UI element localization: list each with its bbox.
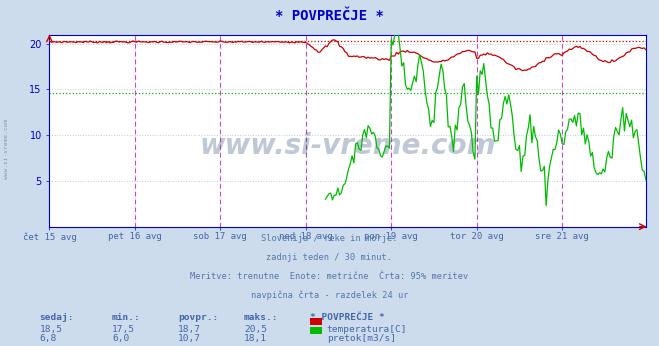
Text: 6,8: 6,8 — [40, 334, 57, 343]
Text: 18,1: 18,1 — [244, 334, 267, 343]
Text: 17,5: 17,5 — [112, 325, 135, 334]
Text: 10,7: 10,7 — [178, 334, 201, 343]
Text: navpična črta - razdelek 24 ur: navpična črta - razdelek 24 ur — [251, 291, 408, 300]
Text: * POVPREČJE *: * POVPREČJE * — [275, 9, 384, 22]
Text: pretok[m3/s]: pretok[m3/s] — [327, 334, 396, 343]
Text: Slovenija / reke in morje.: Slovenija / reke in morje. — [261, 234, 398, 243]
Text: maks.:: maks.: — [244, 313, 278, 322]
Text: 20,5: 20,5 — [244, 325, 267, 334]
Text: Meritve: trenutne  Enote: metrične  Črta: 95% meritev: Meritve: trenutne Enote: metrične Črta: … — [190, 272, 469, 281]
Text: povpr.:: povpr.: — [178, 313, 218, 322]
Text: zadnji teden / 30 minut.: zadnji teden / 30 minut. — [266, 253, 393, 262]
Text: temperatura[C]: temperatura[C] — [327, 325, 407, 334]
Text: www.si-vreme.com: www.si-vreme.com — [200, 132, 496, 160]
Text: 18,5: 18,5 — [40, 325, 63, 334]
Text: * POVPREČJE *: * POVPREČJE * — [310, 313, 384, 322]
Text: min.:: min.: — [112, 313, 141, 322]
Text: 18,7: 18,7 — [178, 325, 201, 334]
Text: 6,0: 6,0 — [112, 334, 129, 343]
Text: www.si-vreme.com: www.si-vreme.com — [4, 119, 9, 179]
Text: sedaj:: sedaj: — [40, 313, 74, 322]
